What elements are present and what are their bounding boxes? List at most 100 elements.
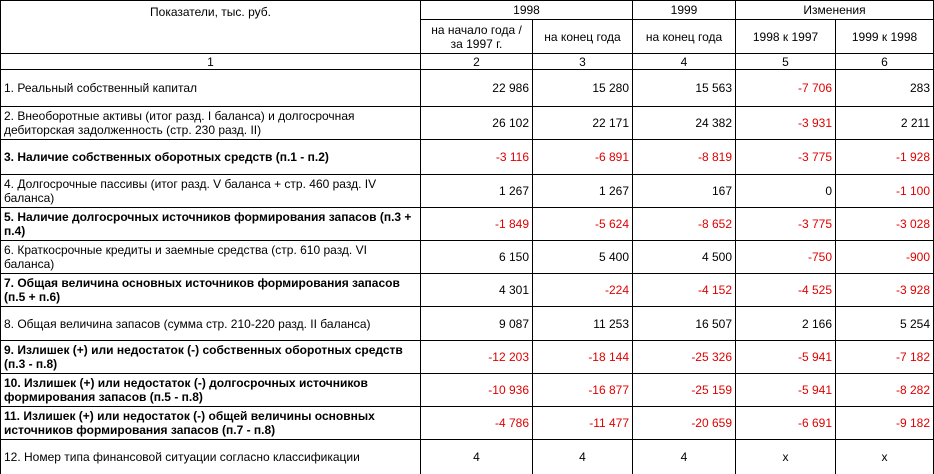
value-cell: 4 [420,439,533,474]
value-cell: -5 624 [531,207,634,241]
column-number: 1 [0,53,421,70]
value-cell: 9 087 [420,306,533,341]
group-header: Изменения [735,0,934,20]
value-cell: -8 652 [632,207,737,241]
value-cell: -8 282 [835,373,934,407]
data-row: 2. Внеоборотные активы (итог разд. I бал… [0,106,934,140]
subheader: на конец года [531,19,634,54]
value-cell: 167 [632,174,737,208]
value-cell: -1 928 [835,139,934,175]
value-cell: 22 171 [531,106,634,140]
column-number: 2 [420,53,533,70]
data-row: 1. Реальный собственный капитал 22 986 15 … [0,69,934,107]
value-cell: -25 326 [632,340,737,374]
subheader-row: на начало года / за 1997 г. на конец года… [1,19,934,54]
data-row: 3. Наличие собственных оборотных средств… [0,139,934,175]
value-cell: -4 786 [420,406,533,440]
value-cell: -1 100 [835,174,934,208]
value-cell: -11 477 [531,406,634,440]
value-cell: x [835,439,934,474]
row-label: 3. Наличие собственных оборотных средств… [0,139,421,175]
value-cell: -4 152 [632,273,737,307]
value-cell: -3 116 [420,139,533,175]
value-cell: 5 254 [835,306,934,341]
value-cell: -4 525 [735,273,837,307]
value-cell: -16 877 [531,373,634,407]
value-cell: -5 941 [735,373,837,407]
value-cell: 26 102 [420,106,533,140]
value-cell: 15 280 [531,69,634,107]
value-cell: 1 267 [531,174,634,208]
value-cell: 0 [735,174,837,208]
value-cell: 4 301 [420,273,533,307]
value-cell: -18 144 [531,340,634,374]
value-cell: -9 182 [835,406,934,440]
data-row: 12. Номер типа финансовой ситуации согла… [0,439,934,474]
value-cell: 5 400 [531,240,634,274]
value-cell: -25 159 [632,373,737,407]
value-cell: 4 [531,439,634,474]
subheader: на конец года [632,19,737,54]
value-cell: -3 775 [735,139,837,175]
indicator-header: Показатели, тыс. руб. [0,0,421,54]
column-number: 4 [632,53,737,70]
value-cell: -3 775 [735,207,837,241]
row-label: 9. Излишек (+) или недостаток (-) собств… [0,340,421,374]
value-cell: 11 253 [531,306,634,341]
value-cell: 2 211 [835,106,934,140]
value-cell: 4 [632,439,737,474]
row-label: 12. Номер типа финансовой ситуации согла… [0,439,421,474]
value-cell: -3 028 [835,207,934,241]
subheader: на начало года / за 1997 г. [420,19,533,54]
value-cell: 283 [835,69,934,107]
row-label: 2. Внеоборотные активы (итог разд. I бал… [0,106,421,140]
row-label: 1. Реальный собственный капитал [0,69,421,107]
value-cell: -5 941 [735,340,837,374]
value-cell: 24 382 [632,106,737,140]
value-cell: 1 267 [420,174,533,208]
row-label: 8. Общая величина запасов (сумма стр. 21… [0,306,421,341]
column-number: 5 [735,53,837,70]
data-row: 9. Излишек (+) или недостаток (-) собств… [0,340,934,374]
value-cell: -224 [531,273,634,307]
header-row: Показатели, тыс. руб. 1998 1999 Изменени… [0,0,934,54]
data-row: 8. Общая величина запасов (сумма стр. 21… [0,306,934,341]
column-number: 6 [835,53,934,70]
data-row: 4. Долгосрочные пассивы (итог разд. V ба… [0,174,934,208]
value-cell: 4 500 [632,240,737,274]
value-cell: 2 166 [735,306,837,341]
value-cell: -7 706 [735,69,837,107]
row-label: 10. Излишек (+) или недостаток (-) долго… [0,373,421,407]
data-row: 11. Излишек (+) или недостаток (-) общей… [0,406,934,440]
value-cell: -6 891 [531,139,634,175]
value-cell: -8 819 [632,139,737,175]
value-cell: 15 563 [632,69,737,107]
subheader: 1998 к 1997 [735,19,837,54]
value-cell: -1 849 [420,207,533,241]
value-cell: -12 203 [420,340,533,374]
value-cell: 6 150 [420,240,533,274]
value-cell: -10 936 [420,373,533,407]
value-cell: -900 [835,240,934,274]
subheader: 1999 к 1998 [835,19,934,54]
row-label: 7. Общая величина основных источников фо… [0,273,421,307]
value-cell: 22 986 [420,69,533,107]
value-cell: -750 [735,240,837,274]
data-row: 5. Наличие долгосрочных источников форми… [0,207,934,241]
value-cell: x [735,439,837,474]
data-row: 6. Краткосрочные кредиты и заемные средс… [0,240,934,274]
value-cell: 16 507 [632,306,737,341]
value-cell: -20 659 [632,406,737,440]
group-header: 1998 [419,0,634,20]
value-cell: -7 182 [835,340,934,374]
value-cell: -6 691 [735,406,837,440]
value-cell: -3 928 [835,273,934,307]
row-label: 6. Краткосрочные кредиты и заемные средс… [0,240,421,274]
data-row: 7. Общая величина основных источников фо… [0,273,934,307]
value-cell: -3 931 [735,106,837,140]
row-label: 5. Наличие долгосрочных источников форми… [0,207,421,241]
